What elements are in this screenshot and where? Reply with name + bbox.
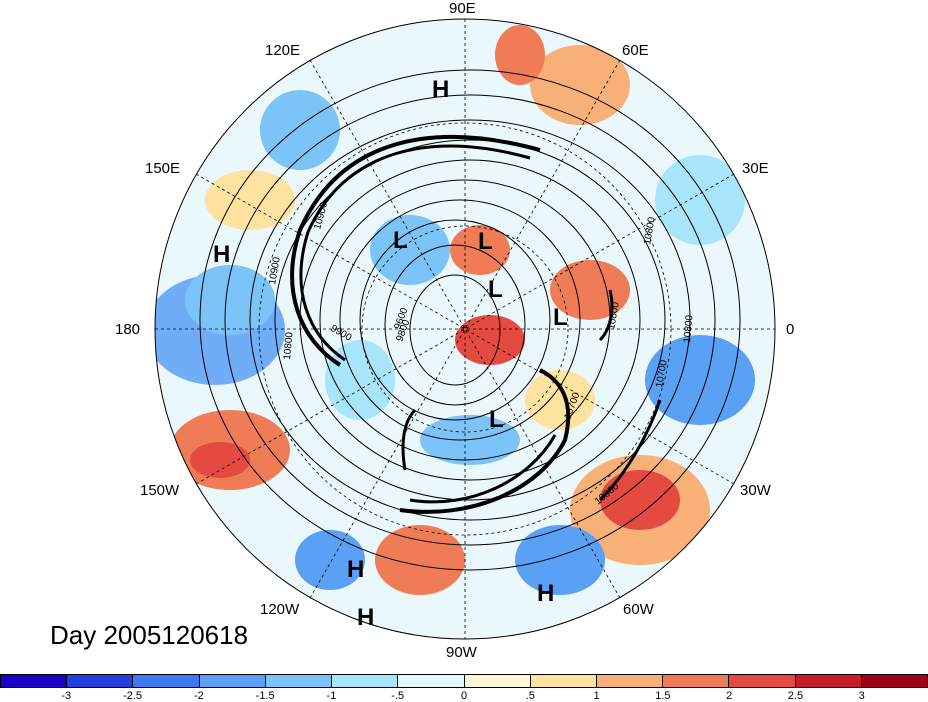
high-center: H [432, 76, 450, 103]
colorbar-tick-label: -1.5 [255, 690, 275, 702]
low-center: L [478, 228, 493, 255]
colorbar-box [332, 674, 399, 688]
colorbar-box [795, 674, 862, 688]
lon-label-150e: 150E [145, 160, 181, 177]
contour-label: 10700 [654, 359, 670, 389]
colorbar-box [398, 674, 465, 688]
graticule [155, 19, 775, 639]
colorbar-tick-label: 2 [726, 690, 733, 702]
low-center: L [488, 276, 503, 303]
colorbar [0, 674, 928, 688]
colorbar-box [861, 674, 928, 688]
lon-label-90w: 90W [446, 644, 477, 661]
colorbar-tick-label: 1 [593, 690, 600, 702]
colorbar-tick-label: 2.5 [787, 690, 804, 702]
colorbar-box [530, 674, 597, 688]
lon-label-120e: 120E [265, 42, 301, 59]
contour-label: 10800 [682, 314, 695, 343]
lon-label-90e: 90E [449, 0, 476, 17]
colorbar-box [67, 674, 134, 688]
colorbar-box [663, 674, 730, 688]
colorbar-box [199, 674, 266, 688]
colorbar-box [596, 674, 664, 688]
colorbar-tick-label: 3 [858, 690, 865, 702]
low-center: L [393, 227, 408, 254]
map-title: Day 2005120618 [50, 620, 249, 650]
lon-label-120w: 120W [260, 601, 300, 618]
colorbar-box [0, 674, 68, 688]
high-center: H [357, 604, 375, 631]
polar-map: 10900 10800 9900 9800 10800 10700 10800 … [154, 18, 776, 640]
high-center: H [537, 580, 555, 607]
lon-label-30e: 30E [742, 160, 769, 177]
lon-label-150w: 150W [140, 482, 180, 499]
map-boundary [154, 18, 776, 640]
colorbar-tick-label: -2.5 [123, 690, 143, 702]
colorbar-tick-label: 1.5 [655, 690, 671, 702]
lon-label-60w: 60W [623, 601, 654, 618]
colorbar-tick-label: -3 [61, 690, 72, 702]
anomaly-field [155, 25, 755, 595]
high-center: H [347, 556, 365, 583]
colorbar-tick-label: -2 [193, 690, 204, 702]
lon-label-0: 0 [786, 321, 795, 338]
colorbar-box [133, 674, 200, 688]
contour-label: 10800 [606, 301, 622, 331]
colorbar-box [464, 674, 531, 688]
colorbar-box [729, 674, 796, 688]
contour-label: 10800 [282, 331, 295, 360]
lon-label-30w: 30W [740, 482, 771, 499]
lon-label-60e: 60E [622, 42, 649, 59]
jet-stream [290, 135, 662, 514]
colorbar-tick-label: -.5 [391, 690, 405, 702]
contour-label: 10800 [642, 216, 658, 246]
colorbar-tick-label: -1 [326, 690, 337, 702]
low-center: L [489, 406, 504, 433]
high-center: H [213, 241, 231, 268]
colorbar-box [265, 674, 333, 688]
low-center: L [553, 304, 568, 331]
contour-label: 10900 [267, 256, 283, 286]
colorbar-tick-label: 0 [460, 690, 468, 702]
lon-label-180: 180 [115, 321, 141, 338]
colorbar-tick-label: .5 [525, 690, 535, 702]
